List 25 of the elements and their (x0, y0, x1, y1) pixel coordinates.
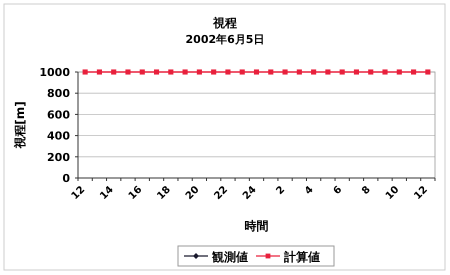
chart-subtitle: 2002年6月5日 (186, 33, 264, 46)
x-tick-label: 24 (241, 184, 259, 202)
x-tick-label: 12 (70, 184, 88, 202)
x-tick-label: 2 (274, 184, 288, 198)
x-tick-label: 18 (155, 184, 173, 202)
y-axis-title: 視程[m] (13, 101, 27, 150)
x-tick-label: 4 (303, 184, 316, 198)
y-tick-label: 0 (62, 172, 70, 185)
y-tick-label: 800 (47, 87, 70, 100)
chart-title: 視程 (212, 16, 237, 30)
legend-label: 観測値 (211, 250, 248, 264)
y-tick-label: 400 (47, 130, 70, 143)
x-tick-label: 8 (360, 184, 373, 198)
x-tick-label: 22 (212, 184, 230, 202)
x-tick-label: 20 (184, 184, 202, 202)
x-tick-label: 10 (384, 184, 402, 202)
x-tick-label: 6 (332, 184, 344, 198)
x-tick-label: 12 (412, 184, 430, 202)
y-tick-label: 600 (47, 108, 70, 122)
y-tick-label: 200 (47, 150, 70, 164)
y-tick-label: 1000 (39, 66, 70, 79)
legend-label: 計算値 (283, 250, 320, 264)
x-tick-label: 14 (98, 184, 116, 202)
x-axis-title: 時間 (244, 219, 268, 233)
x-tick-label: 16 (126, 184, 144, 202)
